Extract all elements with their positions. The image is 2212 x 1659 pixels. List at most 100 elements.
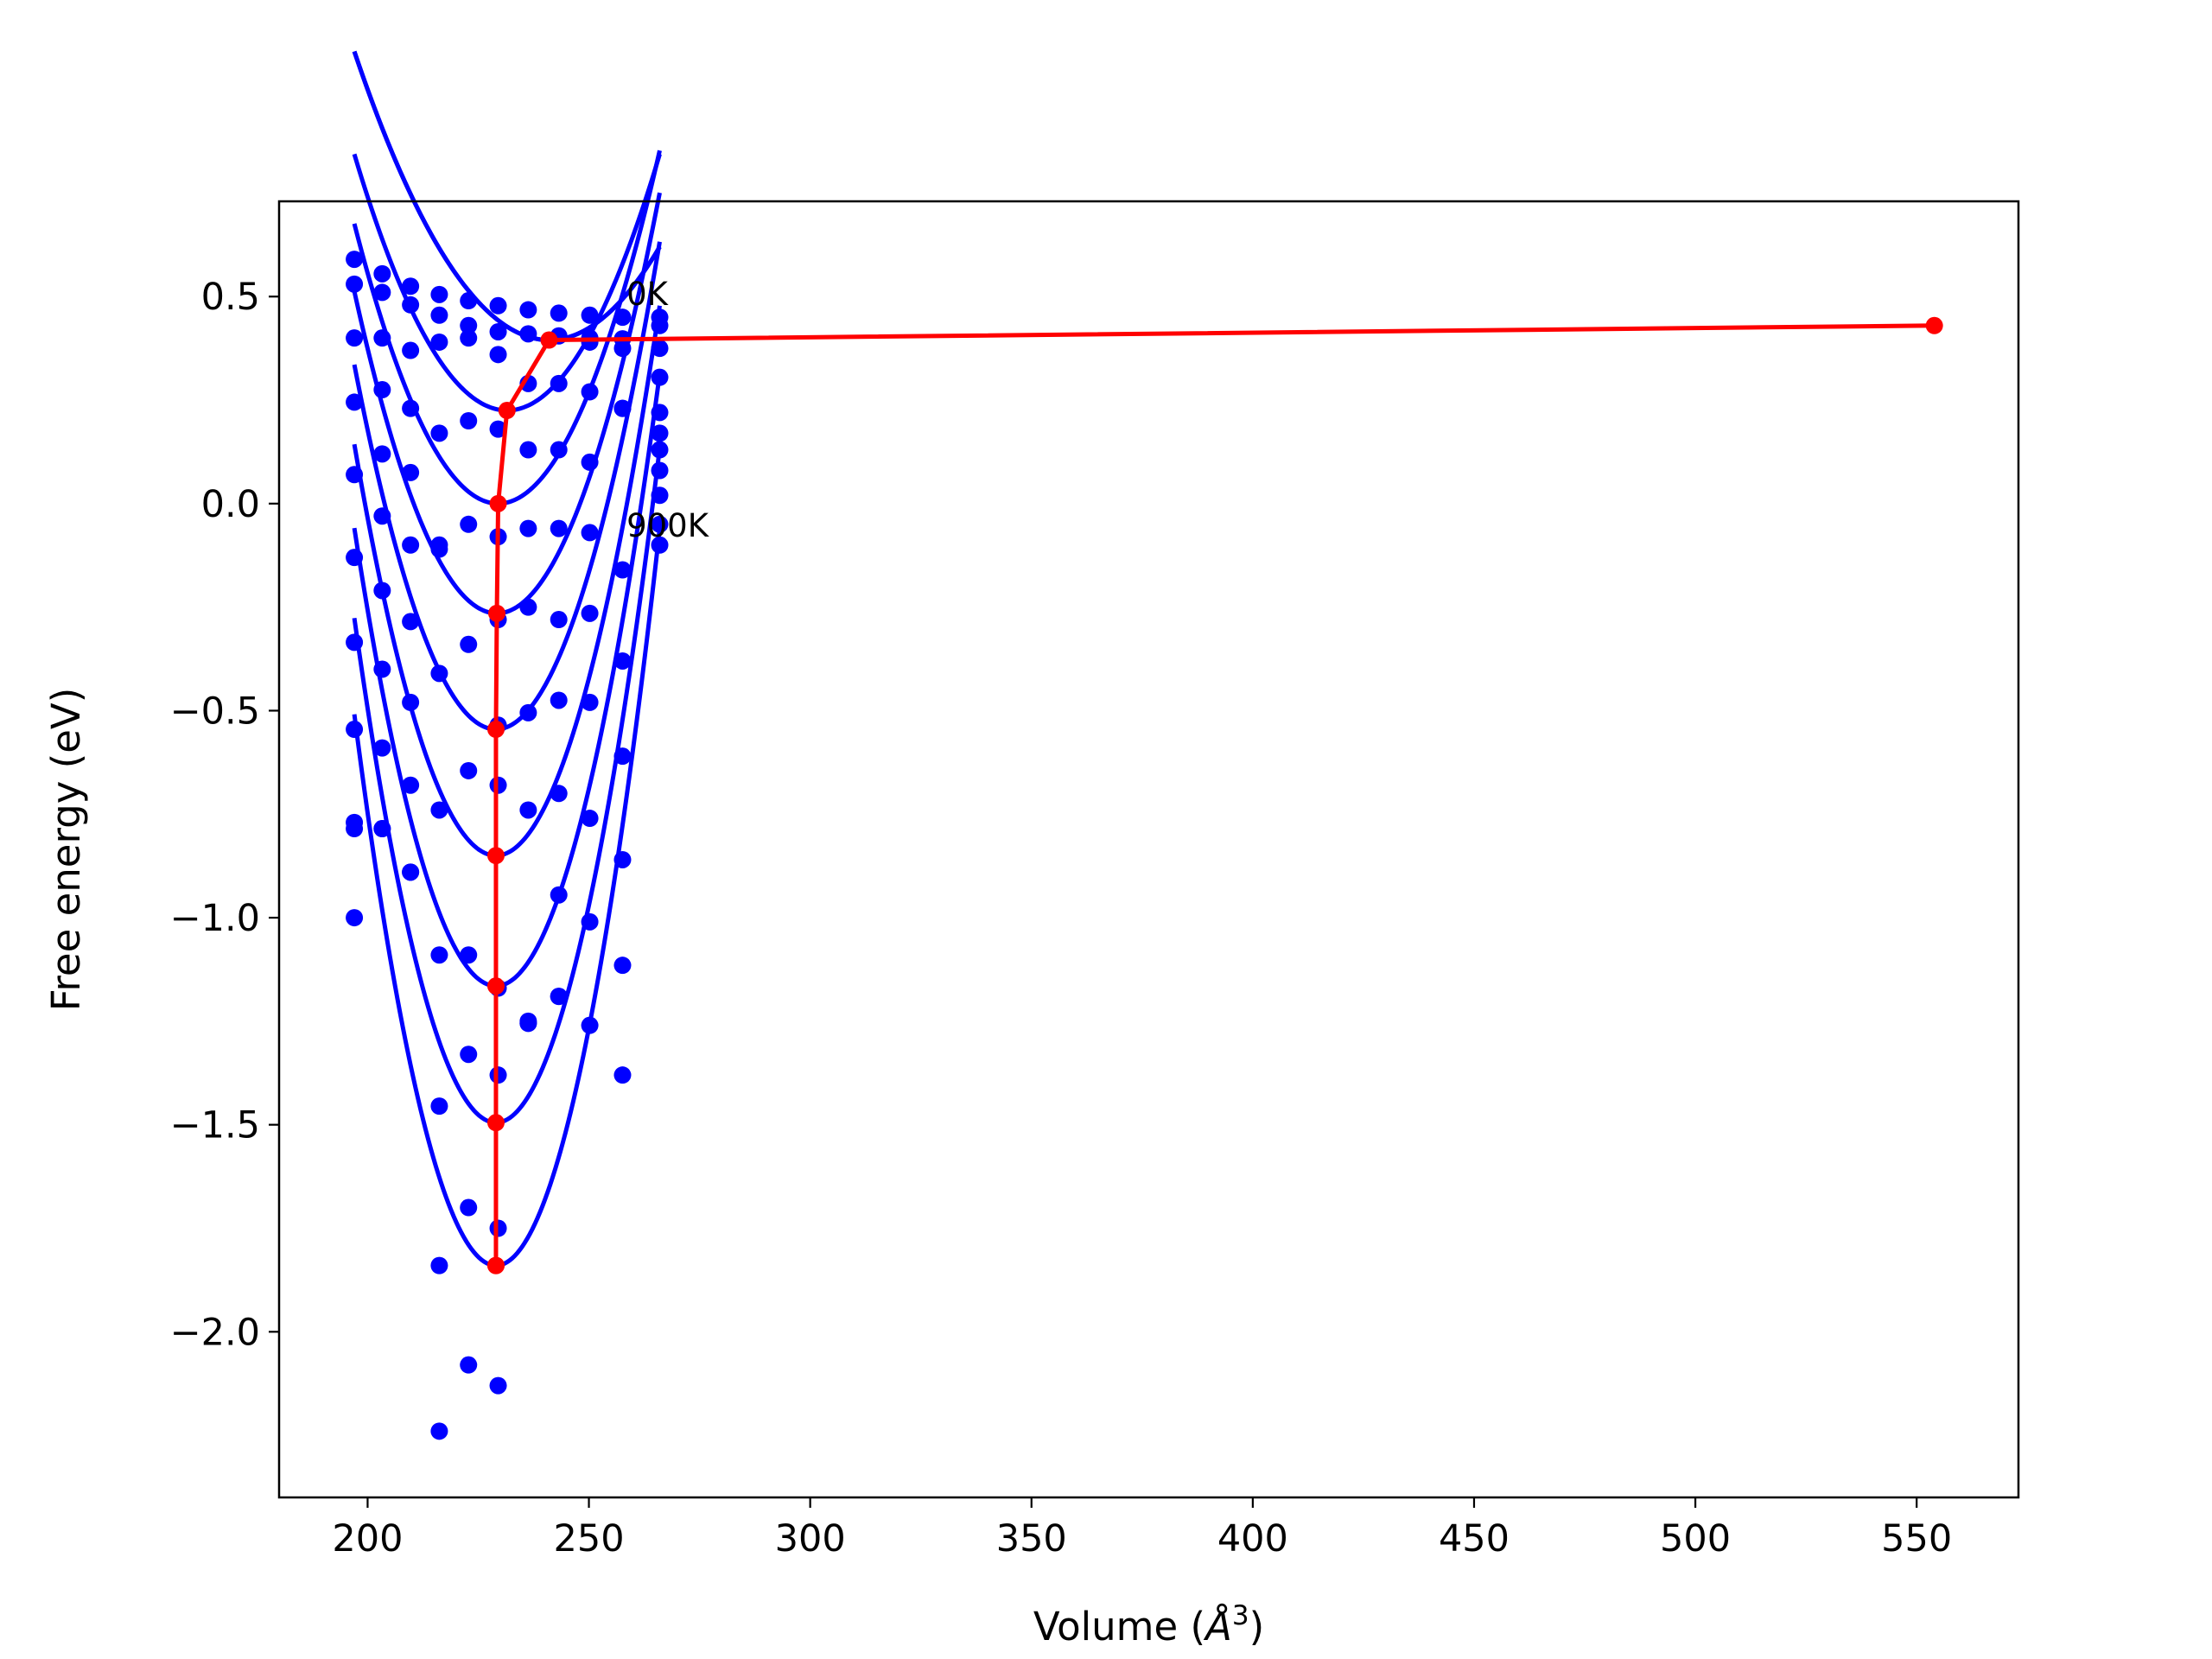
- data-point: [651, 486, 669, 505]
- x-tick-label: 500: [1660, 1517, 1731, 1560]
- data-point: [373, 381, 391, 399]
- y-tick-label: −1.5: [170, 1104, 260, 1147]
- data-point: [460, 292, 478, 310]
- data-point: [460, 411, 478, 429]
- data-point: [402, 536, 420, 554]
- temperature-label: 900K: [626, 507, 710, 544]
- minimum-point: [488, 604, 506, 622]
- data-point: [346, 721, 364, 739]
- data-point: [346, 251, 364, 269]
- fit-curve: [352, 50, 662, 343]
- minimum-point: [486, 977, 505, 995]
- x-tick-label: 250: [554, 1517, 625, 1560]
- data-point: [430, 664, 448, 683]
- data-point: [402, 277, 420, 296]
- data-point: [651, 316, 669, 334]
- x-tick-label: 300: [775, 1517, 846, 1560]
- y-axis-ticks: 0.5 0.0 −0.5 −1.0 −1.5 −2.0: [170, 276, 279, 1354]
- data-point: [550, 691, 568, 709]
- data-point: [489, 776, 507, 794]
- data-point: [373, 507, 391, 525]
- fit-curve: [352, 192, 662, 616]
- x-tick-label: 200: [332, 1517, 403, 1560]
- data-point: [519, 519, 537, 537]
- temperature-annotations: 0K 900K: [626, 276, 710, 544]
- data-point: [613, 399, 632, 417]
- data-point: [581, 306, 599, 324]
- data-point: [651, 340, 669, 358]
- data-point: [519, 703, 537, 721]
- data-point: [581, 383, 599, 401]
- y-tick-label: 0.5: [201, 276, 260, 319]
- data-point: [613, 957, 632, 975]
- data-point: [430, 1422, 448, 1440]
- data-point: [373, 739, 391, 757]
- data-point: [651, 404, 669, 422]
- x-tick-label: 400: [1217, 1517, 1288, 1560]
- data-point: [430, 306, 448, 324]
- data-point: [519, 598, 537, 616]
- data-point: [550, 886, 568, 904]
- data-point: [581, 524, 599, 542]
- data-point: [651, 461, 669, 480]
- data-point: [402, 863, 420, 881]
- data-point: [460, 515, 478, 533]
- x-tick-label: 350: [996, 1517, 1067, 1560]
- data-point: [346, 393, 364, 411]
- data-point: [651, 368, 669, 386]
- data-point: [613, 340, 632, 358]
- data-point: [460, 1356, 478, 1374]
- minimum-point: [540, 331, 558, 349]
- x-axis-ticks: 200 250 300 350 400 450 500 550: [332, 1497, 1952, 1560]
- data-point: [651, 441, 669, 459]
- minimum-point: [489, 494, 507, 512]
- y-tick-label: −1.0: [170, 897, 260, 940]
- x-tick-label: 550: [1881, 1517, 1952, 1560]
- data-point: [430, 333, 448, 351]
- data-point: [430, 424, 448, 442]
- data-point: [430, 801, 448, 819]
- data-point: [460, 1046, 478, 1064]
- data-point: [402, 693, 420, 711]
- minimum-path: [486, 316, 1943, 1274]
- data-point: [489, 1219, 507, 1237]
- minimum-point: [1925, 316, 1943, 334]
- data-point: [519, 441, 537, 459]
- data-point: [346, 633, 364, 652]
- data-point: [581, 912, 599, 931]
- y-tick-label: −2.0: [170, 1311, 260, 1354]
- data-point: [402, 296, 420, 314]
- data-point: [460, 316, 478, 334]
- data-point: [613, 652, 632, 670]
- data-point: [346, 549, 364, 567]
- fit-curve: [352, 305, 662, 858]
- fit-curve: [352, 241, 662, 732]
- data-point: [581, 810, 599, 828]
- data-point: [460, 329, 478, 347]
- x-axis-label: Volume (Å3): [1033, 1600, 1264, 1649]
- data-point: [346, 466, 364, 484]
- data-point: [430, 285, 448, 303]
- minimum-point: [486, 1114, 505, 1132]
- fit-curve: [352, 448, 662, 1125]
- fit-curves: [352, 50, 662, 1268]
- data-point: [373, 582, 391, 600]
- minimum-path-line: [493, 323, 1935, 1266]
- data-point: [489, 346, 507, 364]
- data-point: [550, 519, 568, 537]
- data-point: [550, 785, 568, 803]
- data-point: [373, 264, 391, 283]
- data-point: [430, 1256, 448, 1274]
- data-point: [550, 304, 568, 322]
- data-point: [460, 635, 478, 653]
- plot-frame: [277, 200, 2020, 1499]
- data-point: [402, 776, 420, 794]
- fit-curve: [352, 373, 662, 988]
- data-point: [519, 801, 537, 819]
- data-point: [489, 1376, 507, 1395]
- data-point: [402, 399, 420, 417]
- temperature-label: 0K: [626, 276, 670, 313]
- data-point: [581, 1016, 599, 1034]
- data-point: [613, 850, 632, 868]
- data-point: [613, 561, 632, 579]
